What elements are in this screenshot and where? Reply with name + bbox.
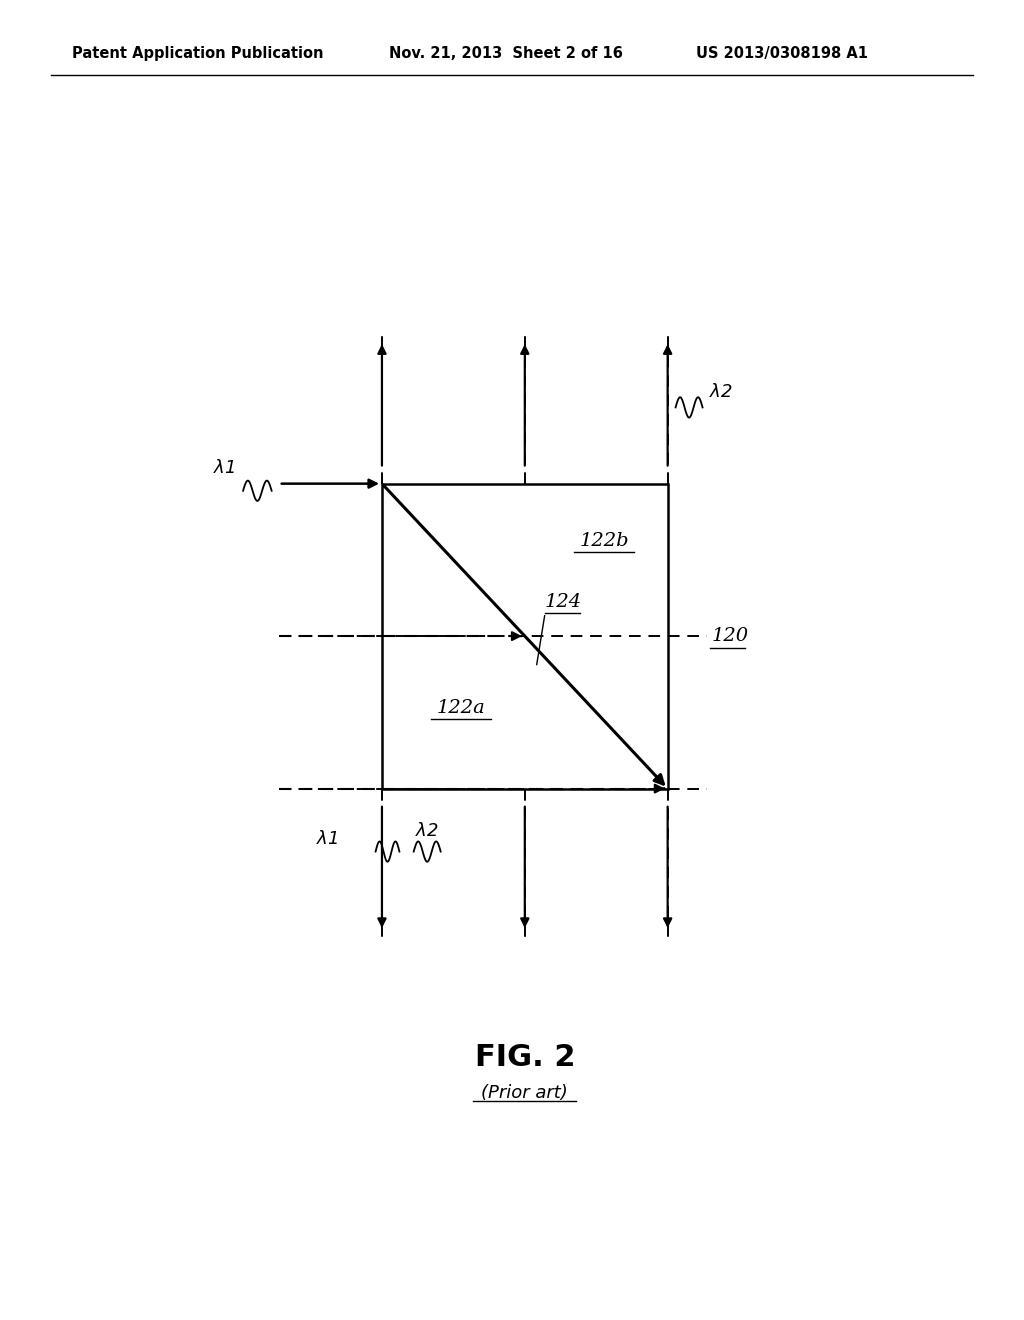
Text: 124: 124: [545, 593, 582, 611]
Text: $\lambda$1: $\lambda$1: [213, 459, 236, 478]
Text: $\lambda$2: $\lambda$2: [416, 822, 439, 841]
Text: 122a: 122a: [437, 700, 485, 718]
Text: (Prior art): (Prior art): [481, 1085, 568, 1102]
Text: US 2013/0308198 A1: US 2013/0308198 A1: [696, 46, 868, 61]
Text: FIG. 2: FIG. 2: [474, 1043, 575, 1072]
Text: Nov. 21, 2013  Sheet 2 of 16: Nov. 21, 2013 Sheet 2 of 16: [389, 46, 623, 61]
Bar: [382, 483, 668, 788]
Text: 122b: 122b: [580, 532, 629, 549]
Text: 120: 120: [712, 627, 749, 645]
Text: $\lambda$2: $\lambda$2: [709, 383, 733, 401]
Text: Patent Application Publication: Patent Application Publication: [72, 46, 324, 61]
Text: $\lambda$1: $\lambda$1: [316, 830, 338, 849]
